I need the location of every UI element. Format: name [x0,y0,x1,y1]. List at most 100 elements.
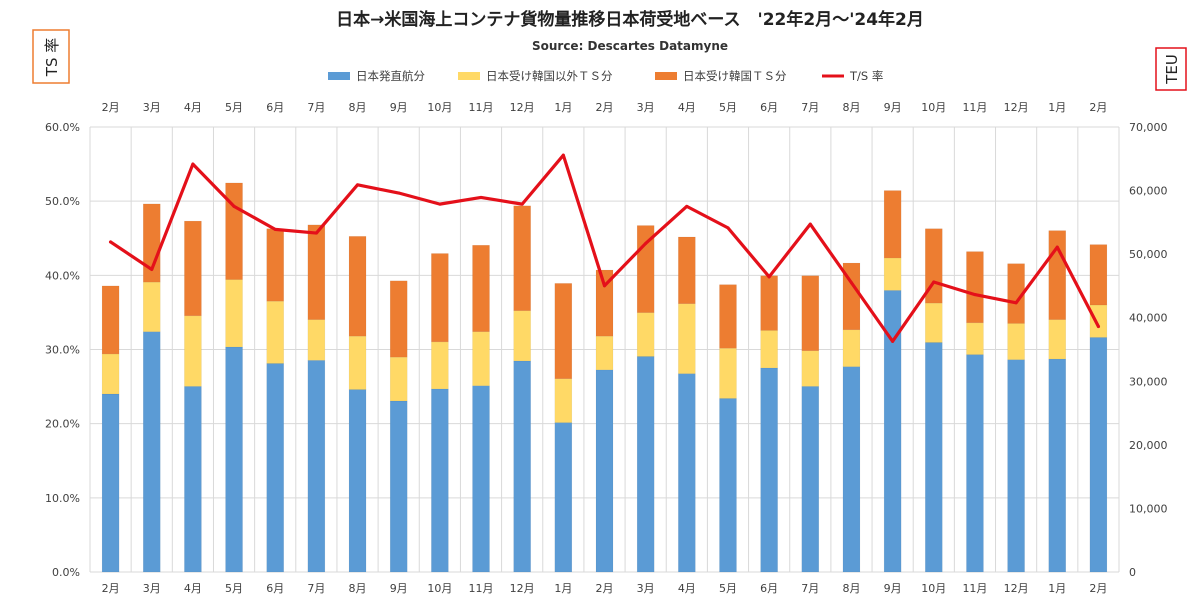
x-bottom-tick-label: 12月 [1004,582,1029,595]
x-top-tick-label: 11月 [469,101,494,114]
y-left-tick-label: 50.0% [45,195,80,208]
ts-rate-point [767,275,771,279]
bar-segment-2 [266,300,284,364]
legend: 日本発直航分 日本受け韓国以外ＴＳ分 日本受け韓国ＴＳ分 T/S 率 [328,69,883,83]
x-top-tick-label: 2月 [102,101,120,114]
bar-segment-2 [307,319,326,361]
axes: 0.0% 10.0% 20.0% 30.0% 40.0% 50.0% 60.0% 0 10,00… [45,101,1167,595]
x-top-tick-label: 11月 [962,101,987,114]
x-bottom-tick-label: 9月 [884,582,902,595]
bar-segment-2 [966,322,984,355]
bar-segment-1 [636,356,655,573]
y-right-tick-label: 0 [1129,566,1136,579]
ts-rate-point [808,222,812,226]
bar-segment-2 [389,356,408,402]
x-bottom-tick-label: 2月 [102,582,120,595]
ts-rate-point [109,240,113,244]
x-top-tick-label: 6月 [760,101,778,114]
ts-rate-point [1014,301,1018,305]
chart-title: 日本→米国海上コンテナ貨物量推移日本荷受地ベース '22年2月～'24年2月 [336,9,924,30]
x-top-tick-label: 12月 [1004,101,1029,114]
ts-rate-point [644,241,648,245]
x-bottom-tick-label: 6月 [760,582,778,595]
x-top-tick-label: 8月 [349,101,367,114]
bar-segment-1 [760,367,778,573]
x-bottom-tick-label: 4月 [184,582,202,595]
bar-segment-1 [1089,337,1108,573]
ts-rate-point [150,267,154,271]
ts-rate-point [561,153,565,157]
x-top-tick-label: 1月 [554,101,572,114]
y-left-tick-label: 10.0% [45,492,80,505]
x-bottom-tick-label: 2月 [1089,582,1107,595]
y-right-tick-label: 10,000 [1129,502,1168,515]
x-top-tick-label: 6月 [266,101,284,114]
ts-rate-point [191,162,195,166]
y-right-tick-label: 40,000 [1129,312,1168,325]
x-bottom-tick-label: 5月 [719,582,737,595]
y-right-tick-label: 20,000 [1129,439,1168,452]
bar-segment-1 [389,400,408,573]
x-bottom-tick-label: 1月 [554,582,572,595]
bar-segment-1 [801,386,820,573]
bar-segment-2 [101,353,120,395]
bar-segment-1 [307,360,326,573]
bar-segment-1 [431,388,449,573]
right-axis-title: TEU [1155,47,1187,91]
bar-segment-1 [1048,358,1067,573]
y-right-tick-label: 50,000 [1129,248,1168,261]
bar-segment-2 [554,378,573,423]
bar-segment-2 [719,347,737,399]
x-bottom-tick-label: 5月 [225,582,243,595]
left-axis-title-text: TS 率 [43,38,61,77]
bar-segment-3 [389,280,408,358]
x-top-tick-label: 7月 [801,101,819,114]
bar-segment-3 [554,283,573,379]
ts-rate-point [932,280,936,284]
ts-rate-point [603,284,606,288]
x-top-tick-label: 1月 [1048,101,1066,114]
ts-rate-point [314,231,318,235]
bar-segment-2 [883,257,902,291]
x-bottom-tick-label: 12月 [510,582,535,595]
y-left-tick-label: 30.0% [45,344,80,357]
y-left-tick-label: 60.0% [45,121,80,134]
bar-segment-3 [266,228,284,302]
x-top-tick-label: 3月 [637,101,655,114]
bar-segment-1 [719,398,737,573]
bar-segment-1 [225,346,243,573]
bar-segment-3 [678,236,696,304]
x-bottom-tick-label: 10月 [427,582,452,595]
bar-segment-1 [472,385,490,573]
bar-segment-2 [760,330,778,369]
bar-segment-3 [1089,244,1108,306]
bar-segment-3 [966,251,984,324]
x-bottom-tick-label: 8月 [349,582,367,595]
bar-segment-3 [225,182,243,280]
ts-rate-point [685,204,689,208]
bar-segment-1 [595,369,614,573]
bar-segment-2 [636,312,655,357]
bar-segment-2 [801,350,820,387]
bar-segment-3 [101,285,120,355]
ts-rate-point [232,204,236,208]
bar-segment-1 [1007,359,1025,573]
ts-rate-point [273,227,277,231]
x-bottom-tick-label: 1月 [1048,582,1066,595]
bar-segment-3 [513,205,531,311]
bar-segment-1 [925,342,943,573]
x-top-tick-label: 2月 [596,101,614,114]
x-bottom-tick-label: 11月 [962,582,987,595]
x-bottom-tick-label: 7月 [307,582,325,595]
bar-segment-1 [101,393,120,573]
x-top-tick-label: 10月 [427,101,452,114]
chart-subtitle: Source: Descartes Datamyne [532,39,728,53]
bar-segment-2 [513,310,531,362]
bar-segment-2 [595,335,614,371]
bar-segment-2 [842,329,861,367]
x-top-tick-label: 7月 [307,101,325,114]
legend-label: 日本受け韓国ＴＳ分 [683,69,787,83]
bar-segment-3 [184,220,202,317]
x-bottom-tick-label: 3月 [143,582,161,595]
x-bottom-tick-label: 2月 [596,582,614,595]
